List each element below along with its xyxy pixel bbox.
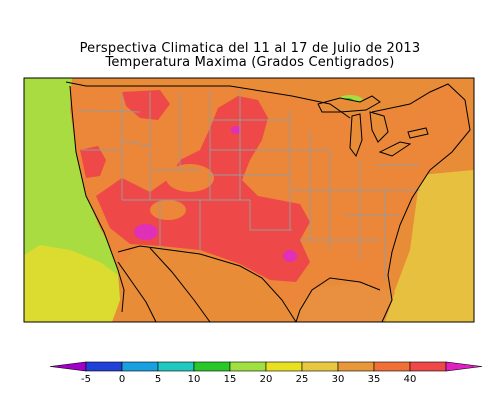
colorbar-tick-label: 10 [187, 374, 201, 385]
lake-ontario [407, 127, 429, 139]
colorbar-high-arrow [445, 361, 483, 372]
canada-border [65, 81, 471, 171]
colorbar-tick-label: 20 [259, 374, 273, 385]
colorbar-tick-label: 5 [154, 374, 162, 385]
colorbar-tick-label: 30 [331, 374, 345, 385]
colorbar-segment [157, 361, 195, 372]
east-coastline [381, 169, 431, 323]
gulf-coastline [295, 277, 381, 323]
colorbar-segment [85, 361, 123, 372]
colorbar-low-arrow [49, 361, 87, 372]
colorbar-segment [121, 361, 159, 372]
colorbar-segment [373, 361, 411, 372]
hot-region-north [122, 90, 170, 120]
map-frame [23, 77, 475, 323]
mexico-border [117, 245, 297, 323]
map-title-line-1: Perspectiva Climatica del 11 al 17 de Ju… [79, 41, 421, 56]
gulf-of-mexico [300, 282, 395, 322]
colorbar-segment [265, 361, 303, 372]
atlantic-yellow [380, 170, 474, 322]
colorbar-tick-label: 25 [295, 374, 309, 385]
colorbar-segment [409, 361, 447, 372]
colorbar-segment [229, 361, 267, 372]
colorbar-tick-label: 40 [403, 374, 417, 385]
us-coastline [69, 85, 125, 313]
state-borders [77, 90, 420, 280]
colorbar-segment [337, 361, 375, 372]
extreme-heat-texas [283, 250, 297, 262]
mexico-west-coast [149, 247, 211, 323]
hot-region-west [80, 146, 106, 178]
colorbar-tick-label: 15 [223, 374, 237, 385]
colorbar-segment [193, 361, 231, 372]
us-land [70, 84, 470, 310]
lake-michigan [349, 113, 363, 158]
colorbar [49, 361, 483, 372]
extreme-heat-arizona [134, 224, 158, 240]
colorbar-tick-label: -5 [81, 374, 91, 385]
colorbar-tick-label: 35 [367, 374, 381, 385]
lake-erie [378, 141, 412, 157]
map-title-line-2: Temperatura Maxima (Grados Centigrados) [105, 55, 395, 70]
cool-patch-colorado [150, 200, 186, 220]
pacific-southern-yellow [24, 245, 120, 322]
colorbar-segment [301, 361, 339, 372]
lake-superior [317, 95, 381, 113]
colorbar-tick-label: 0 [118, 374, 126, 385]
cool-patch-rockies [166, 164, 214, 192]
lake-huron [369, 111, 389, 143]
baja-california [117, 261, 157, 323]
extreme-heat-dakotas [231, 126, 241, 134]
